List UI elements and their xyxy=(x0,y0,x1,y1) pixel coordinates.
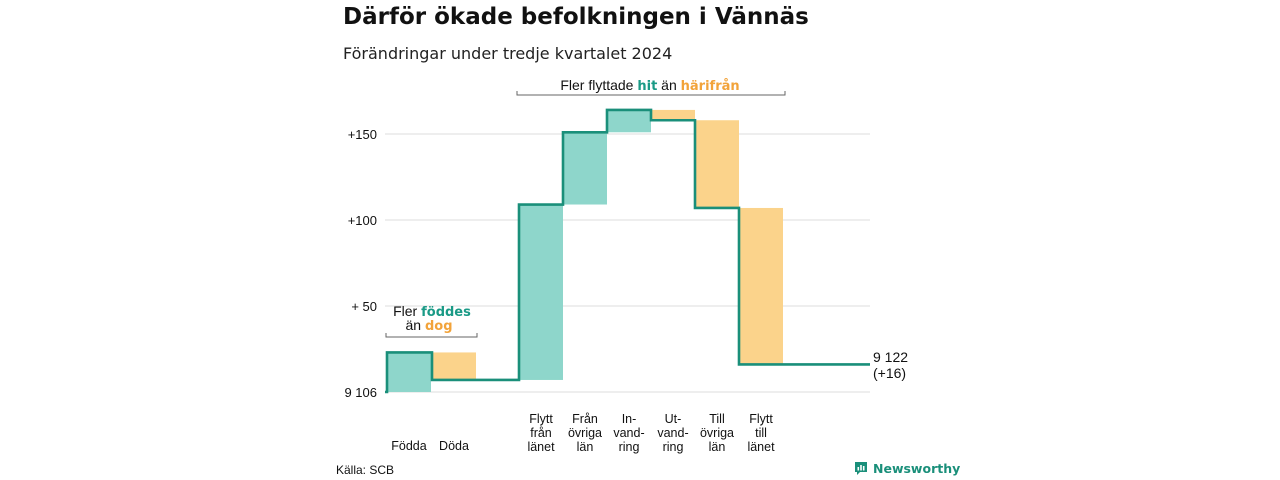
moves-bracket xyxy=(516,91,786,96)
category-label: Flytt xyxy=(529,412,553,426)
births-annotation-line1: Fler föddes xyxy=(393,303,471,320)
end-change: (+16) xyxy=(873,365,906,381)
end-value-label: 9 122 (+16) xyxy=(873,349,908,381)
bar xyxy=(651,109,695,121)
bar xyxy=(519,204,563,380)
category-label: Till xyxy=(709,412,725,426)
category-label: ring xyxy=(663,440,684,454)
step-line xyxy=(385,108,870,394)
brand-logo: Newsworthy xyxy=(854,461,960,476)
births-bracket xyxy=(385,333,478,338)
chart-title: Därför ökade befolkningen i Vännäs xyxy=(343,4,809,30)
category-label: vand- xyxy=(657,426,688,440)
chart-subtitle: Förändringar under tredje kvartalet 2024 xyxy=(343,44,673,63)
category-label: län xyxy=(577,440,594,454)
category-label: från xyxy=(530,426,552,440)
births-annotation-line2: än dog xyxy=(405,317,452,334)
end-value: 9 122 xyxy=(873,349,908,365)
source-note: Källa: SCB xyxy=(336,463,395,477)
births-annotation: Fler föddes än dog xyxy=(385,303,478,338)
bar xyxy=(739,207,783,365)
bar xyxy=(607,109,651,133)
category-label: Flytt xyxy=(749,412,773,426)
y-tick-label: +150 xyxy=(348,127,377,142)
chart-bars-icon xyxy=(855,462,867,475)
category-label: ring xyxy=(619,440,640,454)
category-label: Döda xyxy=(439,439,469,453)
moves-annotation-text: Fler flyttade hit än härifrån xyxy=(560,77,739,94)
category-label: till xyxy=(755,426,767,440)
bar xyxy=(387,352,431,392)
grid-lines xyxy=(385,133,870,393)
category-label: län xyxy=(709,440,726,454)
moves-annotation: Fler flyttade hit än härifrån xyxy=(516,77,786,96)
category-label: Från xyxy=(572,412,598,426)
category-label: vand- xyxy=(613,426,644,440)
y-tick-label: 9 106 xyxy=(344,385,377,400)
category-label: In- xyxy=(622,412,637,426)
y-tick-label: +100 xyxy=(348,213,377,228)
y-axis-ticks: 9 106 + 50 +100 +150 xyxy=(344,127,377,400)
brand-name: Newsworthy xyxy=(873,461,961,476)
category-label: länet xyxy=(527,440,555,454)
y-tick-label: + 50 xyxy=(351,299,377,314)
category-label: övriga xyxy=(700,426,734,440)
bar xyxy=(432,352,476,380)
category-label: Ut- xyxy=(665,412,682,426)
category-label: Födda xyxy=(391,439,426,453)
bar xyxy=(695,120,739,208)
bar xyxy=(563,132,607,205)
bars xyxy=(387,109,783,392)
category-label: länet xyxy=(747,440,775,454)
category-label: övriga xyxy=(568,426,602,440)
category-labels: Födda DödaFlyttfrånlänetFrånövrigalänIn-v… xyxy=(391,412,775,454)
cumulative-step-line xyxy=(385,108,870,394)
